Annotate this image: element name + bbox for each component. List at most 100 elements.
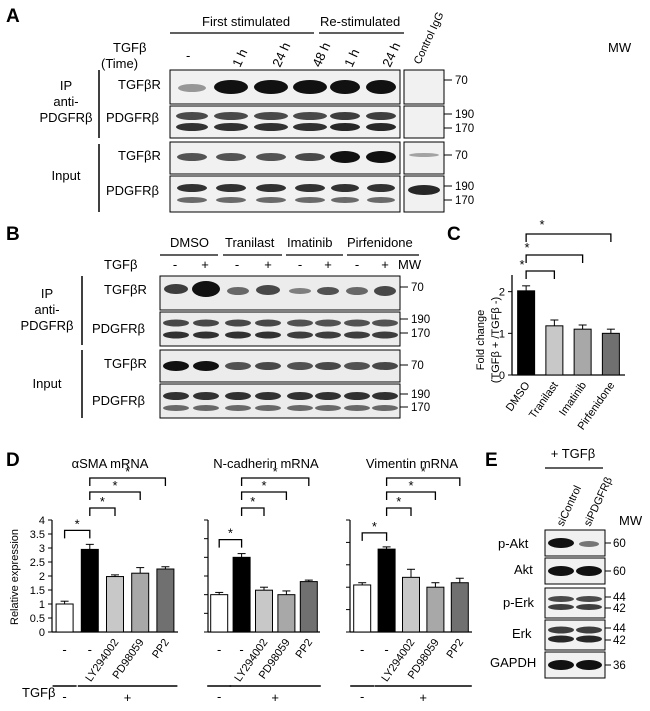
lane-label: 24 h [269,40,293,69]
mw-marker: 42 [613,635,626,647]
band [344,319,370,327]
band [225,319,251,327]
tgf-minus: - [62,689,66,704]
row-label: PDGFRβ [92,321,145,336]
band [576,626,602,634]
bar [353,584,372,633]
treatment-label: TGFβ [104,257,137,272]
ip-label: anti- [53,94,78,109]
y-tick-label: 0.5 [30,613,45,625]
lane-label: - [298,257,302,272]
lane-label: - [173,257,177,272]
band [330,112,360,120]
ip-label: IP [60,78,72,93]
band [576,566,602,576]
band [192,281,220,297]
sig-bracket [218,538,243,548]
band [193,392,219,400]
sig-bracket [525,270,556,279]
band [255,362,281,370]
band [346,287,368,295]
tgf-minus: - [360,689,364,704]
ip-label: PDGFRβ [40,110,93,125]
band [295,197,325,203]
row-label: TGFβR [118,77,161,92]
mw-marker: 190 [455,181,474,193]
blot-a-igg [403,105,445,139]
sig-bracket [385,507,412,516]
y-axis-label: Fold change [475,310,487,371]
band [254,80,288,94]
band [216,184,246,192]
y-tick-label: 1 [39,599,45,611]
sig-bracket [361,532,388,541]
input-label: Input [33,376,62,391]
lane-label: - [235,257,239,272]
tgf-plus: + [271,690,279,705]
panel-e-header: + TGFβ [551,446,595,461]
mw-marker: 170 [411,328,430,340]
sig-bracket [89,491,141,500]
ip-label: PDGFRβ [21,318,74,333]
bar [131,572,150,633]
y-tick-label: 2 [39,571,45,583]
band [409,153,439,157]
band [548,538,574,548]
band [579,541,599,547]
y-tick-label: 2.5 [30,557,45,569]
band [315,405,341,411]
band [548,566,574,576]
bar [377,548,396,633]
sig-bracket [240,507,265,516]
ip-label: anti- [34,302,59,317]
sig-bracket [385,491,437,500]
row-label: p-Akt [498,536,529,551]
sig-star: * [372,519,377,534]
sig-bracket [89,507,116,516]
chart-title: αSMA mRNA [72,456,149,471]
band [164,284,188,294]
lane-label: + [324,257,332,272]
mw-marker: 36 [613,660,626,672]
band [315,331,341,339]
lane-label: + [201,257,209,272]
chart-title: Vimentin mRNA [366,456,459,471]
bar [156,568,175,633]
band [287,331,313,339]
band [193,319,219,327]
band [254,123,288,131]
band [367,197,395,203]
band [293,80,327,94]
band [344,362,370,370]
blot-e-perk [544,587,606,619]
lane-label: 48 h [309,40,333,69]
band [372,319,398,327]
bar [402,576,420,633]
bar [255,589,273,633]
x-tick-label: Tranilast [527,380,561,421]
band [366,112,396,120]
band [295,184,325,192]
x-tick-label: - [239,642,243,657]
band [295,153,325,161]
band [163,319,189,327]
mw-marker: 170 [455,123,474,135]
band [255,405,281,411]
band [214,80,248,94]
row-label: p-Erk [503,595,535,610]
band [256,285,280,295]
band [287,392,313,400]
band [227,287,249,295]
band [177,153,207,161]
x-tick-label: - [88,642,92,657]
band [287,362,313,370]
band [331,184,359,192]
band [372,362,398,370]
x-tick-label: DMSO [504,379,533,413]
band [372,331,398,339]
y-axis-label: Relative expression [9,529,21,625]
y-tick-label: 0 [39,627,45,639]
bar [55,603,74,633]
row-label: PDGFRβ [106,183,159,198]
bar [106,576,124,633]
